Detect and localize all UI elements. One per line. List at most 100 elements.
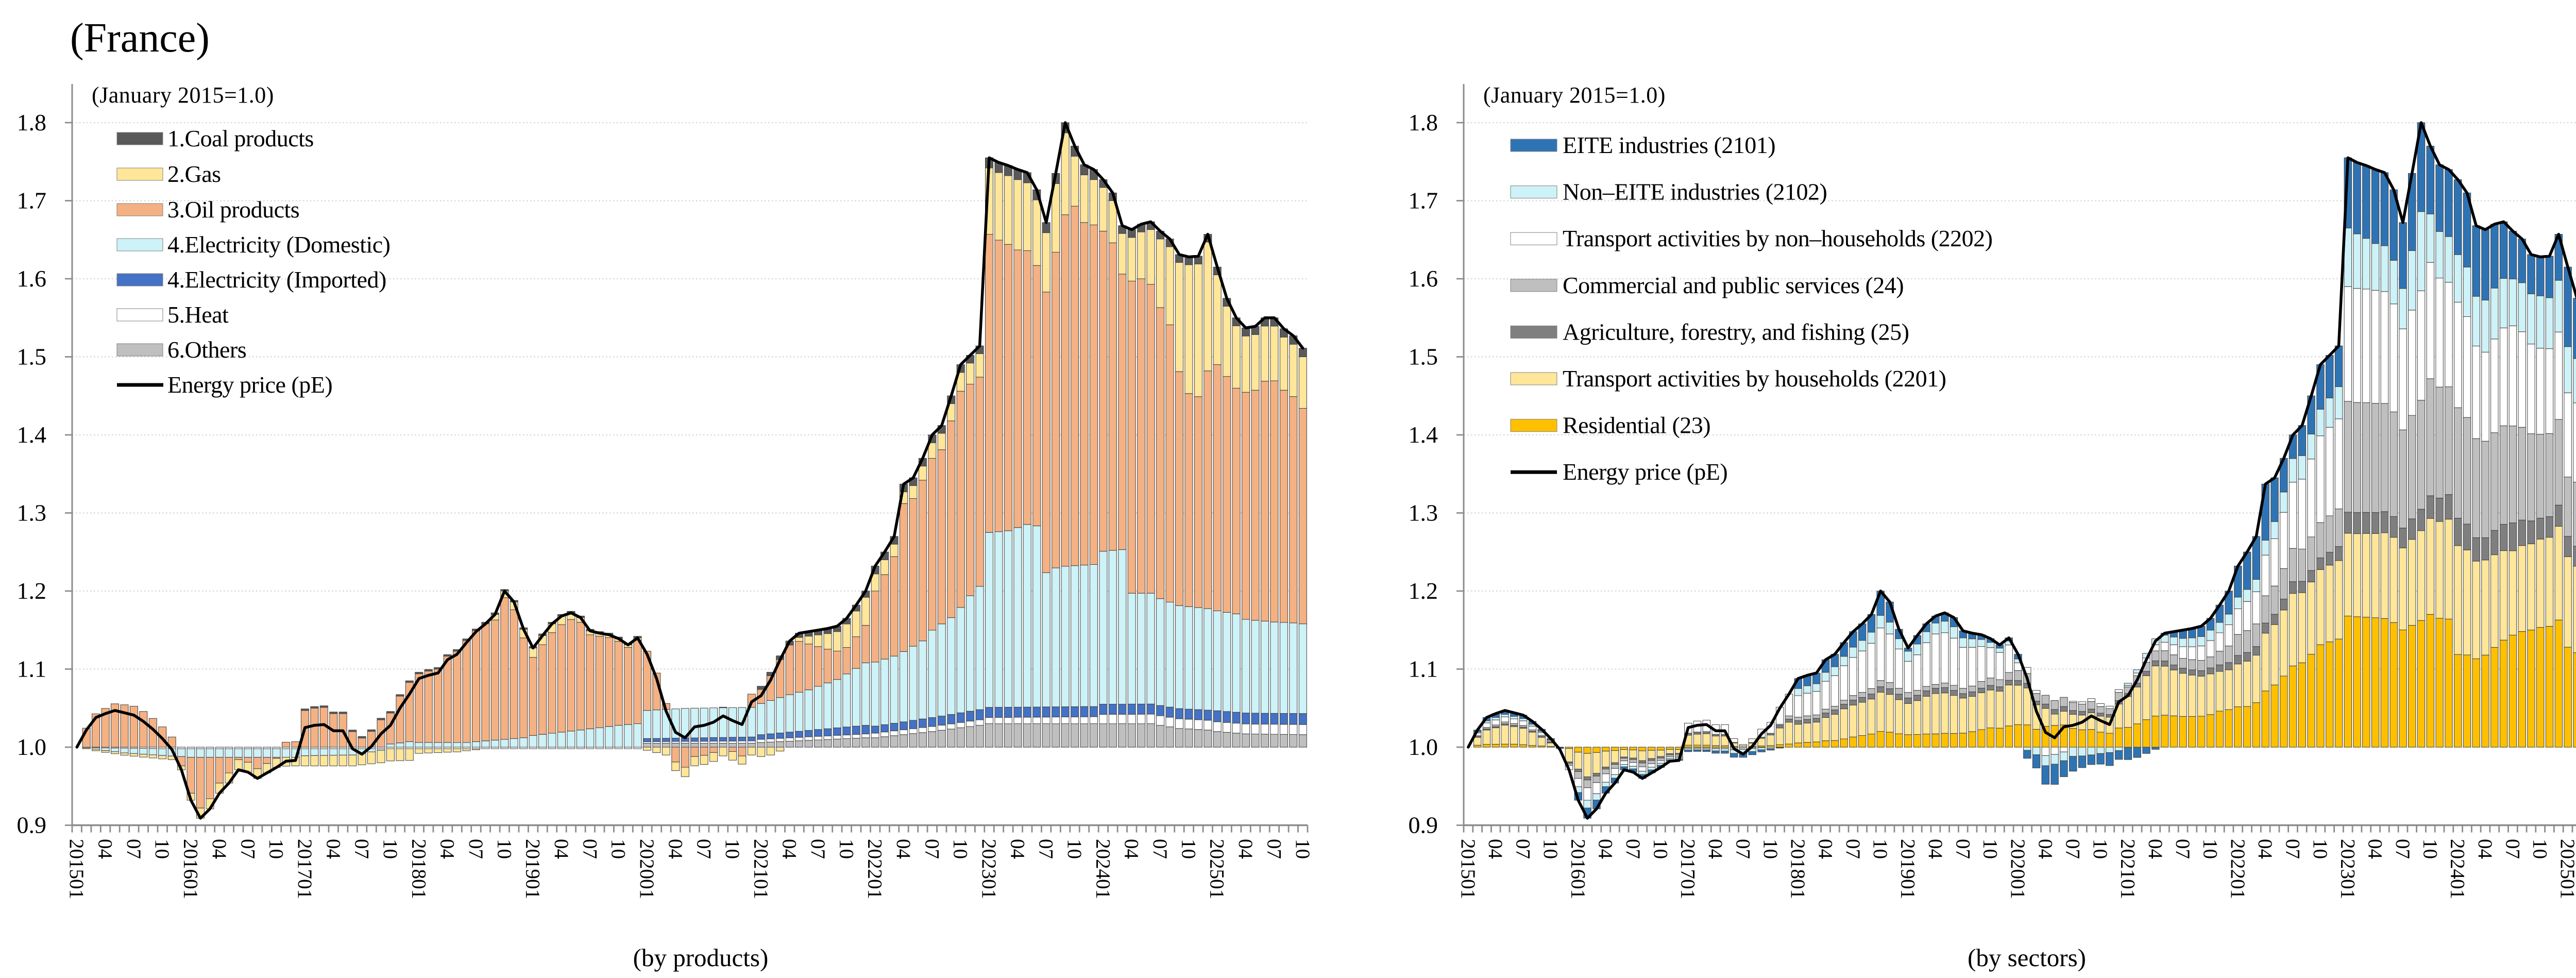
svg-text:Transport activities by househ: Transport activities by households (2201… bbox=[1563, 365, 1946, 392]
svg-text:04: 04 bbox=[436, 839, 459, 859]
svg-text:1.Coal products: 1.Coal products bbox=[167, 125, 314, 151]
svg-text:Transport activities by non–ho: Transport activities by non–households (… bbox=[1563, 225, 1992, 251]
svg-text:07: 07 bbox=[1149, 839, 1171, 859]
svg-text:1.5: 1.5 bbox=[1409, 344, 1438, 370]
svg-text:07: 07 bbox=[1512, 839, 1534, 859]
svg-text:201601: 201601 bbox=[180, 839, 202, 899]
svg-text:201901: 201901 bbox=[1897, 839, 1919, 899]
svg-text:202001: 202001 bbox=[636, 839, 658, 899]
svg-text:04: 04 bbox=[1815, 839, 1837, 859]
svg-text:1.5: 1.5 bbox=[17, 344, 47, 370]
svg-text:201501: 201501 bbox=[1457, 839, 1479, 899]
svg-text:3.Oil products: 3.Oil products bbox=[167, 196, 299, 223]
svg-text:202101: 202101 bbox=[2116, 839, 2139, 899]
svg-text:07: 07 bbox=[921, 839, 943, 859]
svg-text:5.Heat: 5.Heat bbox=[167, 301, 229, 328]
svg-text:EITE industries (2101): EITE industries (2101) bbox=[1563, 132, 1775, 158]
svg-text:04: 04 bbox=[2474, 839, 2496, 859]
svg-text:07: 07 bbox=[579, 839, 601, 859]
svg-text:Energy price (pE): Energy price (pE) bbox=[1563, 459, 1727, 485]
svg-text:07: 07 bbox=[2392, 839, 2414, 859]
svg-text:4.Electricity (Domestic): 4.Electricity (Domestic) bbox=[167, 231, 391, 258]
svg-text:10: 10 bbox=[721, 839, 743, 859]
svg-text:10: 10 bbox=[1979, 839, 2002, 859]
svg-text:10: 10 bbox=[2199, 839, 2222, 859]
svg-text:2.Gas: 2.Gas bbox=[167, 161, 221, 187]
svg-text:10: 10 bbox=[2529, 839, 2551, 859]
svg-text:07: 07 bbox=[2172, 839, 2194, 859]
svg-text:201801: 201801 bbox=[408, 839, 430, 899]
svg-text:04: 04 bbox=[2144, 839, 2166, 859]
svg-text:04: 04 bbox=[664, 839, 686, 859]
svg-text:1.3: 1.3 bbox=[17, 500, 47, 526]
svg-text:10: 10 bbox=[2419, 839, 2441, 859]
svg-text:1.2: 1.2 bbox=[1409, 578, 1438, 604]
svg-text:07: 07 bbox=[465, 839, 487, 859]
svg-text:07: 07 bbox=[807, 839, 829, 859]
svg-text:201701: 201701 bbox=[294, 839, 316, 899]
svg-text:10: 10 bbox=[1759, 839, 1782, 859]
svg-text:1.7: 1.7 bbox=[17, 188, 47, 214]
svg-text:10: 10 bbox=[950, 839, 972, 859]
svg-text:10: 10 bbox=[493, 839, 515, 859]
svg-text:1.6: 1.6 bbox=[1409, 265, 1438, 292]
svg-text:04: 04 bbox=[322, 839, 344, 859]
svg-text:04: 04 bbox=[1234, 839, 1257, 859]
svg-text:04: 04 bbox=[1595, 839, 1617, 859]
svg-text:04: 04 bbox=[1006, 839, 1028, 859]
svg-text:10: 10 bbox=[835, 839, 857, 859]
svg-text:1.7: 1.7 bbox=[1409, 188, 1438, 214]
svg-text:202201: 202201 bbox=[2227, 839, 2249, 899]
svg-text:(by products): (by products) bbox=[633, 943, 769, 972]
svg-text:07: 07 bbox=[2501, 839, 2523, 859]
svg-text:04: 04 bbox=[2034, 839, 2056, 859]
svg-text:1.6: 1.6 bbox=[17, 265, 47, 292]
svg-text:10: 10 bbox=[2089, 839, 2111, 859]
svg-text:04: 04 bbox=[550, 839, 572, 859]
svg-text:04: 04 bbox=[1924, 839, 1946, 859]
svg-text:07: 07 bbox=[1732, 839, 1754, 859]
svg-text:1.1: 1.1 bbox=[1409, 656, 1438, 682]
svg-text:10: 10 bbox=[151, 839, 173, 859]
svg-text:07: 07 bbox=[1842, 839, 1864, 859]
svg-text:04: 04 bbox=[2254, 839, 2276, 859]
svg-text:1.4: 1.4 bbox=[1409, 421, 1438, 448]
svg-text:10: 10 bbox=[1649, 839, 1671, 859]
svg-text:04: 04 bbox=[94, 839, 116, 859]
svg-text:10: 10 bbox=[379, 839, 401, 859]
svg-text:Non–EITE industries (2102): Non–EITE industries (2102) bbox=[1563, 179, 1827, 205]
svg-text:202101: 202101 bbox=[750, 839, 772, 899]
svg-text:0.9: 0.9 bbox=[1409, 812, 1438, 838]
svg-text:Energy price (pE): Energy price (pE) bbox=[167, 372, 332, 398]
svg-text:10: 10 bbox=[1292, 839, 1314, 859]
svg-text:04: 04 bbox=[892, 839, 914, 859]
svg-text:07: 07 bbox=[123, 839, 145, 859]
svg-text:04: 04 bbox=[778, 839, 801, 859]
svg-text:Residential (23): Residential (23) bbox=[1563, 412, 1710, 439]
svg-text:10: 10 bbox=[1063, 839, 1086, 859]
svg-text:6.Others: 6.Others bbox=[167, 336, 246, 363]
svg-text:Agriculture, forestry, and fis: Agriculture, forestry, and fishing (25) bbox=[1563, 318, 1909, 345]
svg-text:07: 07 bbox=[1263, 839, 1285, 859]
svg-text:202501: 202501 bbox=[1206, 839, 1228, 899]
svg-text:202401: 202401 bbox=[2447, 839, 2469, 899]
svg-text:4.Electricity (Imported): 4.Electricity (Imported) bbox=[167, 266, 386, 293]
svg-text:10: 10 bbox=[1869, 839, 1891, 859]
svg-text:07: 07 bbox=[1622, 839, 1644, 859]
svg-text:1.2: 1.2 bbox=[17, 578, 47, 604]
svg-text:202301: 202301 bbox=[2336, 839, 2359, 899]
svg-text:202201: 202201 bbox=[864, 839, 886, 899]
svg-text:201601: 201601 bbox=[1567, 839, 1589, 899]
svg-text:10: 10 bbox=[1539, 839, 1562, 859]
svg-text:10: 10 bbox=[607, 839, 630, 859]
svg-text:07: 07 bbox=[693, 839, 715, 859]
svg-text:(France): (France) bbox=[70, 15, 210, 61]
svg-text:07: 07 bbox=[2282, 839, 2304, 859]
svg-text:(January 2015=1.0): (January 2015=1.0) bbox=[1483, 82, 1666, 108]
svg-text:10: 10 bbox=[1177, 839, 1199, 859]
svg-text:Commercial and public services: Commercial and public services (24) bbox=[1563, 272, 1904, 298]
svg-text:202001: 202001 bbox=[2007, 839, 2029, 899]
svg-text:1.8: 1.8 bbox=[17, 109, 47, 136]
svg-text:201801: 201801 bbox=[1787, 839, 1809, 899]
svg-text:04: 04 bbox=[2364, 839, 2386, 859]
